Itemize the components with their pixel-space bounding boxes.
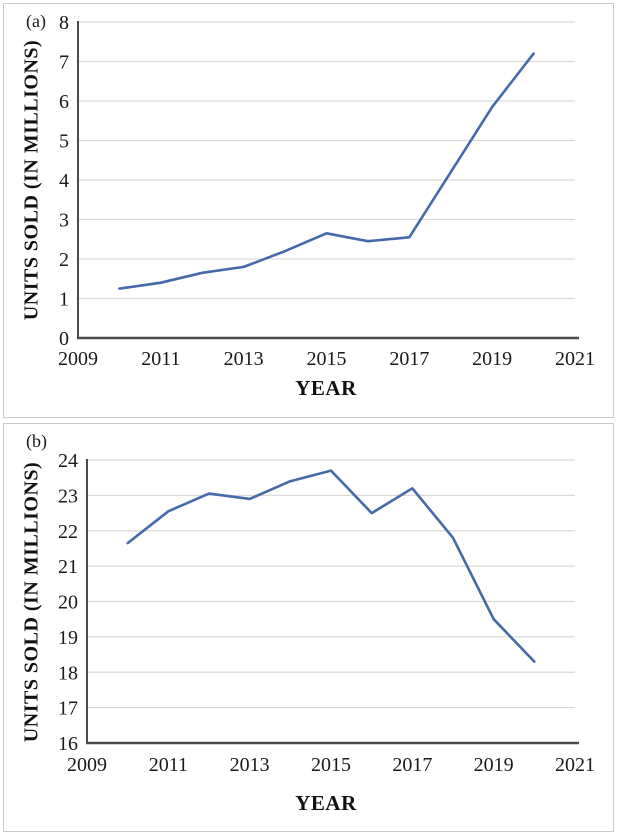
svg-text:2011: 2011 xyxy=(149,754,188,776)
svg-text:2009: 2009 xyxy=(67,754,107,776)
svg-text:2015: 2015 xyxy=(307,348,347,370)
svg-text:21: 21 xyxy=(58,556,78,578)
svg-text:1: 1 xyxy=(59,289,69,311)
panel-a-tag: (a) xyxy=(26,11,46,31)
svg-text:4: 4 xyxy=(59,170,69,192)
svg-text:22: 22 xyxy=(58,521,78,543)
svg-text:2011: 2011 xyxy=(141,348,180,370)
svg-text:2013: 2013 xyxy=(230,754,270,776)
svg-text:2013: 2013 xyxy=(224,348,264,370)
svg-text:8: 8 xyxy=(59,12,69,34)
svg-text:2021: 2021 xyxy=(555,348,595,370)
svg-text:19: 19 xyxy=(58,627,78,649)
chart-b-x-axis-title: YEAR xyxy=(295,791,357,815)
svg-text:2009: 2009 xyxy=(58,348,98,370)
svg-text:0: 0 xyxy=(59,328,69,350)
svg-text:2: 2 xyxy=(59,249,69,271)
chart-panel-b: 16 17 18 19 20 21 22 23 24 2009 2011 2013 2015 2017 20… xyxy=(3,423,614,832)
svg-text:23: 23 xyxy=(58,485,78,507)
svg-text:5: 5 xyxy=(59,131,69,153)
chart-panel-a: 0 1 2 3 4 5 6 7 8 2009 2011 2013 2015 2017 2019 2021 (a… xyxy=(3,3,614,418)
chart-b-y-axis-title: UNITS SOLD (IN MILLIONS) xyxy=(20,461,43,743)
chart-a-plot-canvas: 0 1 2 3 4 5 6 7 8 2009 2011 2013 2015 2017 2019 2021 xyxy=(58,12,595,370)
chart-a-y-axis-title: UNITS SOLD (IN MILLIONS) xyxy=(20,39,43,321)
svg-text:2021: 2021 xyxy=(555,754,595,776)
svg-text:2019: 2019 xyxy=(472,348,512,370)
svg-text:16: 16 xyxy=(58,733,78,755)
svg-text:2017: 2017 xyxy=(392,754,432,776)
panel-b-tag: (b) xyxy=(26,431,47,451)
chart-a-x-axis-title: YEAR xyxy=(295,376,357,400)
svg-text:7: 7 xyxy=(59,52,69,74)
svg-text:2019: 2019 xyxy=(474,754,514,776)
svg-text:2017: 2017 xyxy=(389,348,429,370)
svg-text:17: 17 xyxy=(58,698,78,720)
svg-text:18: 18 xyxy=(58,662,78,684)
svg-text:2015: 2015 xyxy=(311,754,351,776)
svg-text:20: 20 xyxy=(58,592,78,614)
svg-text:3: 3 xyxy=(59,210,69,232)
svg-text:24: 24 xyxy=(58,450,78,472)
svg-text:6: 6 xyxy=(59,91,69,113)
